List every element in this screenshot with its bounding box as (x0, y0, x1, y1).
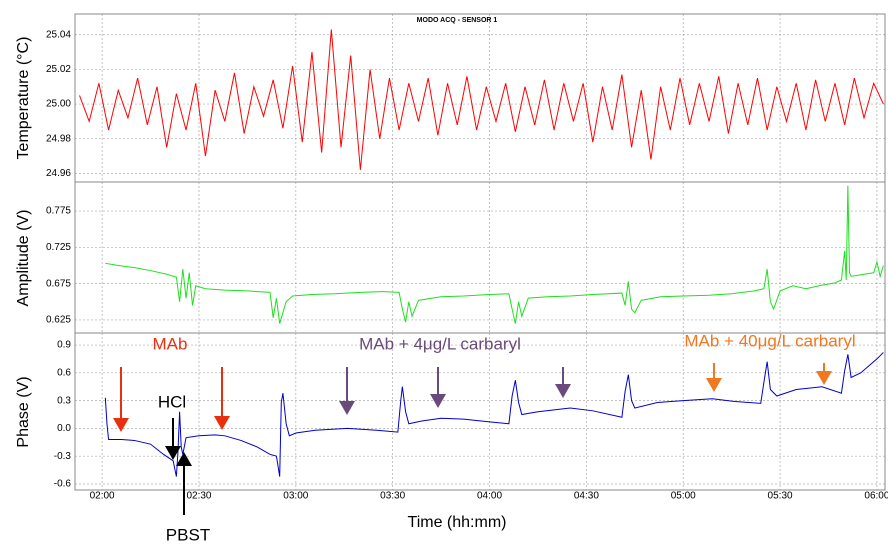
y-tick-label: 0.675 (46, 278, 71, 289)
y-tick-label: 0.775 (46, 206, 71, 217)
x-tick-label: 05:30 (768, 491, 793, 502)
x-tick-label: 02:30 (186, 491, 211, 502)
y-tick-label: 25.04 (46, 29, 71, 40)
y-tick-label: 24.98 (46, 133, 71, 144)
panel-frame (74, 332, 886, 491)
x-tick-label: 04:30 (574, 491, 599, 502)
y-tick-label: -0.3 (54, 451, 72, 462)
y-tick-label: 0.6 (57, 367, 71, 378)
data-line (105, 185, 884, 324)
y-tick-label: 0.0 (57, 423, 71, 434)
y-tick-label: 0.625 (46, 315, 71, 326)
y-tick-label: -0.6 (54, 479, 72, 490)
data-line (79, 29, 884, 170)
chart-title: MODO ACQ - SENSOR 1 (417, 17, 498, 24)
y-tick-label: 0.725 (46, 242, 71, 253)
annotation: MAb + 4μg/L carbaryl (359, 334, 521, 353)
annotation: HCl (158, 392, 186, 411)
x-tick-label: 04:00 (477, 491, 502, 502)
y-tick-label: 0.3 (57, 395, 71, 406)
x-tick-label: 05:00 (671, 491, 696, 502)
annotation: MAb (153, 334, 188, 353)
y-tick-label: 25.00 (46, 99, 71, 110)
annotation: PBST (166, 525, 210, 544)
annotation: MAb + 40μg/L carbaryl (684, 331, 855, 350)
data-line (104, 352, 884, 477)
x-axis-label: Time (hh:mm) (408, 514, 507, 531)
y-axis-label: Phase (V) (15, 376, 32, 447)
y-tick-label: 0.9 (57, 340, 71, 351)
y-tick-label: 25.02 (46, 64, 71, 75)
y-axis-label: Amplitude (V) (15, 210, 32, 307)
x-tick-label: 03:30 (380, 491, 405, 502)
x-tick-label: 03:00 (283, 491, 308, 502)
panel-frame (74, 181, 886, 334)
arrows (113, 363, 832, 515)
panel-frame (74, 13, 886, 183)
x-tick-label: 02:00 (90, 491, 115, 502)
y-axis-label: Temperature (°C) (15, 37, 32, 160)
plots: 24.96 24.98 25.00 25.02 25.04 0.625 0.675 0.725… (46, 13, 888, 502)
y-tick-label: 24.96 (46, 168, 71, 179)
x-tick-label: 06:00 (864, 491, 888, 502)
